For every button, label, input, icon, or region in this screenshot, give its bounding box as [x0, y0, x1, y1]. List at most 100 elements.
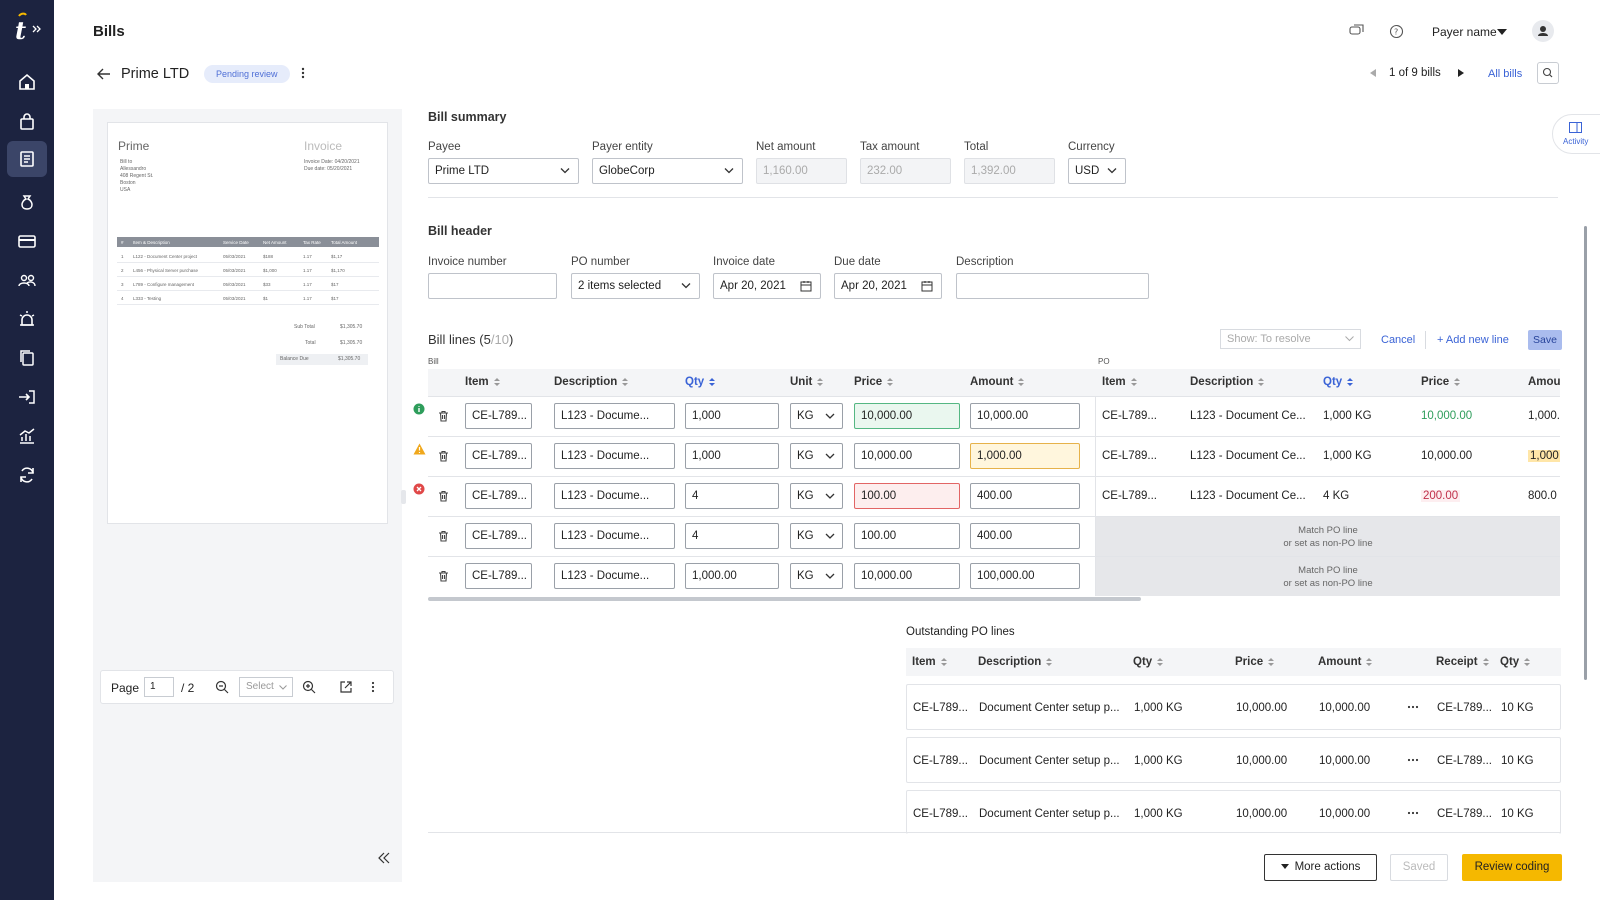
line-price-input[interactable]: 100.00 [854, 523, 960, 549]
sync-icon[interactable] [15, 463, 39, 487]
match-po-placeholder[interactable]: Match PO line or set as non-PO line [1096, 557, 1560, 596]
page-number-input[interactable]: 1 [144, 677, 174, 697]
line-unit-select[interactable]: KG [790, 523, 843, 549]
outstanding-row[interactable]: CE-L789... Document Center setup p... 1,00… [906, 737, 1561, 783]
po-column-header-description[interactable]: Description [1190, 376, 1265, 388]
description-input[interactable] [956, 273, 1149, 299]
column-header-qty[interactable]: Qty [685, 376, 716, 388]
line-desc-input[interactable]: L123 - Docume... [554, 563, 675, 589]
column-header-price[interactable]: Price [854, 376, 894, 388]
match-po-placeholder[interactable]: Match PO line or set as non-PO line [1096, 517, 1560, 556]
po-number-select[interactable]: 2 items selected [571, 273, 700, 299]
analytics-icon[interactable] [15, 424, 39, 448]
cancel-link[interactable]: Cancel [1381, 334, 1416, 346]
more-vertical-icon[interactable] [371, 681, 375, 693]
avatar[interactable] [1532, 20, 1554, 42]
line-price-input[interactable]: 100.00 [854, 483, 960, 509]
line-qty-input[interactable]: 1,000.00 [685, 563, 779, 589]
payer-entity-select[interactable]: GlobeCorp [592, 158, 743, 184]
trash-icon[interactable] [438, 490, 449, 502]
line-desc-input[interactable]: L123 - Docume... [554, 483, 675, 509]
outstanding-column-price[interactable]: Price [1235, 656, 1275, 668]
collapse-panel-icon[interactable] [378, 852, 390, 864]
horizontal-scrollbar[interactable] [428, 597, 1141, 601]
documents-icon[interactable] [15, 346, 39, 370]
back-arrow-icon[interactable] [97, 68, 111, 80]
line-price-input[interactable]: 10,000.00 [854, 443, 960, 469]
line-desc-input[interactable]: L123 - Docume... [554, 403, 675, 429]
more-horizontal-icon[interactable] [1407, 758, 1419, 762]
vertical-scrollbar[interactable] [1584, 226, 1587, 680]
line-amount-input[interactable]: 100,000.00 [970, 563, 1080, 589]
trash-icon[interactable] [438, 570, 449, 582]
more-actions-button[interactable]: More actions [1264, 854, 1377, 881]
users-icon[interactable] [15, 268, 39, 292]
all-bills-link[interactable]: All bills [1488, 68, 1523, 80]
activity-tab[interactable]: Activity [1552, 114, 1600, 154]
line-amount-input[interactable]: 1,000.00 [970, 443, 1080, 469]
trash-icon[interactable] [438, 530, 449, 542]
line-qty-input[interactable]: 1,000 [685, 403, 779, 429]
open-external-icon[interactable] [340, 681, 352, 693]
line-item-input[interactable]: CE-L789... [465, 483, 532, 509]
line-desc-input[interactable]: L123 - Docume... [554, 443, 675, 469]
column-header-unit[interactable]: Unit [790, 376, 824, 388]
line-item-input[interactable]: CE-L789... [465, 403, 532, 429]
more-horizontal-icon[interactable] [1407, 811, 1419, 815]
po-column-header-price[interactable]: Price [1421, 376, 1461, 388]
outstanding-column-item[interactable]: Item [912, 656, 947, 668]
money-bag-icon[interactable] [15, 190, 39, 214]
alarm-icon[interactable] [15, 307, 39, 331]
filter-select[interactable]: Show: To resolve [1220, 329, 1361, 349]
zoom-out-icon[interactable] [215, 680, 229, 694]
home-icon[interactable] [15, 70, 39, 94]
trash-icon[interactable] [438, 410, 449, 422]
po-column-header-item[interactable]: Item [1102, 376, 1137, 388]
outstanding-column-receipt[interactable]: Receipt [1436, 656, 1489, 668]
line-price-input[interactable]: 10,000.00 [854, 403, 960, 429]
more-vertical-icon[interactable] [301, 67, 305, 79]
review-coding-button[interactable]: Review coding [1462, 854, 1562, 881]
line-desc-input[interactable]: L123 - Docume... [554, 523, 675, 549]
next-bill-icon[interactable] [1458, 69, 1464, 77]
add-line-link[interactable]: + Add new line [1437, 334, 1509, 346]
zoom-in-icon[interactable] [302, 680, 316, 694]
line-unit-select[interactable]: KG [790, 483, 843, 509]
shopping-bag-icon[interactable] [15, 110, 39, 134]
prev-bill-icon[interactable] [1370, 69, 1376, 77]
outstanding-row[interactable]: CE-L789... Document Center setup p... 1,00… [906, 684, 1561, 730]
due-date-input[interactable]: Apr 20, 2021 [834, 273, 942, 299]
line-unit-select[interactable]: KG [790, 563, 843, 589]
credit-card-icon[interactable] [15, 229, 39, 253]
line-unit-select[interactable]: KG [790, 403, 843, 429]
line-qty-input[interactable]: 1,000 [685, 443, 779, 469]
outstanding-column-description[interactable]: Description [978, 656, 1053, 668]
line-item-input[interactable]: CE-L789... [465, 523, 532, 549]
chat-icon[interactable] [1349, 24, 1365, 38]
column-header-item[interactable]: Item [465, 376, 500, 388]
column-header-amount[interactable]: Amount [970, 376, 1025, 388]
zoom-select[interactable]: Select [239, 677, 293, 697]
trash-icon[interactable] [438, 450, 449, 462]
user-name-dropdown[interactable]: Payer name [1432, 25, 1497, 39]
line-item-input[interactable]: CE-L789... [465, 443, 532, 469]
invoice-date-input[interactable]: Apr 20, 2021 [713, 273, 821, 299]
more-horizontal-icon[interactable] [1407, 705, 1419, 709]
app-logo[interactable]: t [11, 12, 45, 42]
outstanding-column-qty[interactable]: Qty [1500, 656, 1531, 668]
line-price-input[interactable]: 10,000.00 [854, 563, 960, 589]
payee-select[interactable]: Prime LTD [428, 158, 579, 184]
line-qty-input[interactable]: 4 [685, 483, 779, 509]
line-amount-input[interactable]: 400.00 [970, 523, 1080, 549]
outstanding-column-qty[interactable]: Qty [1133, 656, 1164, 668]
help-icon[interactable]: ? [1389, 24, 1404, 39]
outstanding-row[interactable]: CE-L789... Document Center setup p... 1,00… [906, 790, 1561, 834]
line-amount-input[interactable]: 10,000.00 [970, 403, 1080, 429]
column-header-description[interactable]: Description [554, 376, 629, 388]
po-column-header-amou[interactable]: Amou [1528, 376, 1560, 388]
line-qty-input[interactable]: 4 [685, 523, 779, 549]
po-column-header-qty[interactable]: Qty [1323, 376, 1354, 388]
line-amount-input[interactable]: 400.00 [970, 483, 1080, 509]
bill-document-icon[interactable] [15, 147, 39, 171]
line-unit-select[interactable]: KG [790, 443, 843, 469]
